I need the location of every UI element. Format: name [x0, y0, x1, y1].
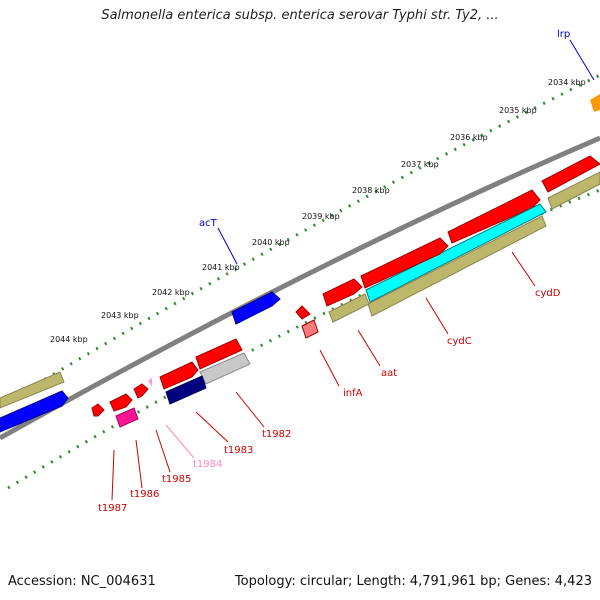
gene-red-8 [109, 393, 133, 412]
gene-navy [165, 375, 207, 405]
gene-infa [295, 305, 311, 320]
scale-label-2040: 2040 kbp [252, 238, 290, 247]
scale-label-2034: 2034 kbp [548, 78, 586, 87]
leader-t1985 [155, 429, 171, 473]
leader-t1984 [165, 424, 195, 459]
genome-title: Salmonella enterica subsp. enterica sero… [101, 8, 499, 23]
outer-scale-track [9, 73, 600, 402]
genome-backbone [0, 135, 600, 441]
gene-label-cydd: cydD [535, 288, 561, 299]
leader-t1986 [135, 439, 143, 489]
gene-lrp-orange [590, 94, 600, 112]
label-leaders [111, 39, 595, 501]
gene-olive-2 [367, 215, 547, 317]
gene-label-t1985: t1985 [162, 474, 191, 485]
scale-label-2042: 2042 kbp [152, 288, 190, 297]
scale-label-2039: 2039 kbp [302, 212, 340, 221]
leader-t1983 [195, 411, 229, 443]
gene-magenta [115, 407, 139, 428]
scale-label-2036: 2036 kbp [450, 133, 488, 142]
gene-red-1 [541, 155, 600, 193]
gene-blue-outer [231, 291, 281, 325]
leader-act [217, 227, 238, 265]
gene-pink-small [301, 319, 319, 339]
scale-labels: 2034 kbp 2035 kbp 2036 kbp 2037 kbp 2038… [50, 78, 586, 344]
gene-label-t1986: t1986 [130, 489, 159, 500]
leader-t1987 [111, 449, 115, 501]
gene-label-act: acT [199, 218, 218, 229]
scale-label-2043: 2043 kbp [101, 311, 139, 320]
gene-olive-3 [328, 293, 370, 323]
leader-lrp [569, 39, 595, 81]
gene-label-cydc: cydC [447, 336, 472, 347]
gene-label-infa: infA [343, 388, 363, 399]
gene-red-4 [322, 278, 363, 307]
gene-red-7 [133, 383, 149, 399]
gene-cyan [365, 203, 547, 303]
gene-label-t1983: t1983 [224, 445, 253, 456]
gene-labels: lrp acT cydD cydC aat infA t1982 t1983 t… [98, 29, 570, 514]
accession-text: Accession: NC_004631 [8, 574, 156, 589]
scale-label-2041: 2041 kbp [202, 263, 240, 272]
gene-gray [199, 352, 251, 385]
gene-red-6 [159, 361, 199, 390]
leader-t1982 [235, 391, 265, 428]
outer-features [0, 94, 600, 433]
scale-label-2038: 2038 kbp [352, 186, 390, 195]
genome-summary-text: Topology: circular; Length: 4,791,961 bp… [234, 574, 592, 589]
gene-pink-tiny [148, 378, 152, 386]
gene-red-9 [91, 403, 105, 417]
inner-scale-track [7, 188, 600, 490]
scale-label-2044: 2044 kbp [50, 335, 88, 344]
gene-olive-outer-left [0, 371, 65, 409]
gene-red-5 [195, 338, 243, 370]
gene-blue-outer-left [0, 390, 69, 433]
gene-label-t1982: t1982 [262, 429, 291, 440]
leader-aat [357, 329, 381, 367]
scale-label-2035: 2035 kbp [499, 106, 537, 115]
gene-label-lrp: lrp [557, 29, 570, 40]
leader-cydd [511, 251, 536, 287]
gene-red-3 [360, 237, 449, 289]
gene-label-t1984: t1984 [193, 459, 222, 470]
leader-cydc [425, 297, 449, 335]
gene-label-aat: aat [381, 368, 397, 379]
inner-features [91, 155, 600, 428]
leader-infa [319, 349, 340, 387]
gene-label-t1987: t1987 [98, 503, 127, 514]
gene-olive-1 [547, 171, 600, 210]
gene-red-2 [447, 189, 541, 244]
scale-label-2037: 2037 kbp [401, 160, 439, 169]
